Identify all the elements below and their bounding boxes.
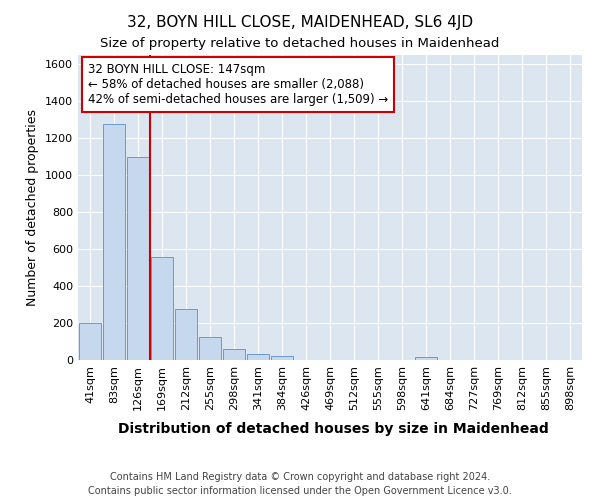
Text: Contains public sector information licensed under the Open Government Licence v3: Contains public sector information licen… bbox=[88, 486, 512, 496]
Bar bbox=[223, 349, 245, 360]
Bar bbox=[127, 156, 149, 360]
Text: Contains HM Land Registry data © Crown copyright and database right 2024.: Contains HM Land Registry data © Crown c… bbox=[110, 472, 490, 482]
Text: Size of property relative to detached houses in Maidenhead: Size of property relative to detached ho… bbox=[100, 38, 500, 51]
Bar bbox=[271, 356, 293, 360]
Bar bbox=[79, 323, 101, 360]
Text: 32, BOYN HILL CLOSE, MAIDENHEAD, SL6 4JD: 32, BOYN HILL CLOSE, MAIDENHEAD, SL6 4JD bbox=[127, 15, 473, 30]
Bar bbox=[199, 337, 221, 360]
Bar bbox=[151, 257, 173, 360]
Bar bbox=[247, 354, 269, 360]
Y-axis label: Number of detached properties: Number of detached properties bbox=[26, 109, 40, 306]
Bar bbox=[415, 356, 437, 360]
Bar bbox=[103, 124, 125, 360]
Bar bbox=[175, 309, 197, 360]
Text: 32 BOYN HILL CLOSE: 147sqm
← 58% of detached houses are smaller (2,088)
42% of s: 32 BOYN HILL CLOSE: 147sqm ← 58% of deta… bbox=[88, 62, 388, 106]
Text: Distribution of detached houses by size in Maidenhead: Distribution of detached houses by size … bbox=[118, 422, 548, 436]
